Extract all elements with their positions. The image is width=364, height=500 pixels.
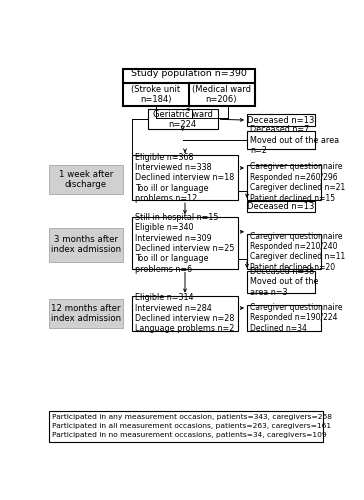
Bar [247, 201, 315, 211]
Text: Study population n=390: Study population n=390 [131, 70, 247, 78]
Bar [247, 164, 321, 200]
Text: 12 months after
index admission: 12 months after index admission [51, 304, 121, 323]
Bar [123, 69, 255, 106]
Text: Deceased n=38
Moved out of the
area n=3: Deceased n=38 Moved out of the area n=3 [250, 267, 318, 296]
Text: Deceased n=13: Deceased n=13 [248, 202, 315, 211]
Text: Eligible n=314
Interviewed n=284
Declined interview n=28
Language problems n=2: Eligible n=314 Interviewed n=284 Decline… [135, 293, 235, 334]
Text: Geriatric ward
n=224: Geriatric ward n=224 [153, 110, 213, 129]
Text: 3 months after
index admission: 3 months after index admission [51, 235, 121, 255]
Bar [49, 298, 123, 328]
Bar [247, 114, 315, 126]
Text: Deceased n=13: Deceased n=13 [248, 116, 315, 124]
Bar [132, 156, 238, 200]
Bar [49, 164, 123, 194]
Text: (Stroke unit
n=184): (Stroke unit n=184) [131, 85, 180, 104]
Bar [132, 217, 238, 270]
Text: Caregiver questionnaire
Responded n=260/296
Caregiver declined n=21
Patient decl: Caregiver questionnaire Responded n=260/… [250, 162, 345, 202]
Bar [49, 228, 123, 262]
Bar [148, 110, 218, 130]
Bar [247, 305, 321, 331]
Text: Participated in any measurement occasion, patients=343, caregivers=268: Participated in any measurement occasion… [52, 414, 332, 420]
Bar [247, 234, 321, 270]
Text: Deceased n=7
Moved out of the area
n=2: Deceased n=7 Moved out of the area n=2 [250, 125, 339, 155]
Text: Still in hospital n=15
Eligible n=340
Interviewed n=309
Declined interview n=25
: Still in hospital n=15 Eligible n=340 In… [135, 213, 235, 274]
Text: (Medical ward
n=206): (Medical ward n=206) [192, 85, 251, 104]
Text: Caregiver questionnaire
Responded n=190/224
Declined n=34: Caregiver questionnaire Responded n=190/… [250, 303, 343, 333]
Bar [247, 131, 315, 150]
Bar [49, 411, 323, 442]
Text: Participated in all measurement occasions, patients=263, caregivers=161: Participated in all measurement occasion… [52, 423, 332, 428]
Text: 1 week after
discharge: 1 week after discharge [59, 170, 113, 189]
Bar [247, 271, 315, 292]
Text: Caregiver questionnaire
Responded n=210/240
Caregiver declined n=11
Patient decl: Caregiver questionnaire Responded n=210/… [250, 232, 345, 272]
Text: Eligible n=368
Interviewed n=338
Declined interview n=18
Too ill or language
pro: Eligible n=368 Interviewed n=338 Decline… [135, 152, 235, 203]
Bar [132, 296, 238, 331]
Text: Participated in no measurement occasions, patients=34, caregivers=109: Participated in no measurement occasions… [52, 432, 327, 438]
